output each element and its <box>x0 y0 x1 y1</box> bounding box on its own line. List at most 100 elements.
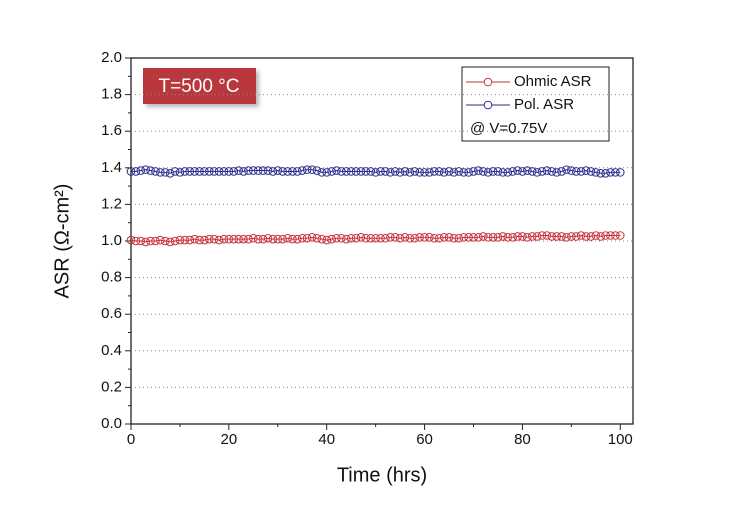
data-point <box>483 168 493 177</box>
data-point <box>586 167 596 176</box>
data-point <box>527 167 537 176</box>
data-point <box>366 233 376 243</box>
data-point <box>537 231 547 240</box>
data-point <box>537 167 547 176</box>
data-point <box>410 167 420 176</box>
data-point <box>175 235 185 245</box>
data-point <box>195 167 204 176</box>
data-point <box>258 234 268 244</box>
data-point <box>219 234 229 244</box>
data-point <box>615 168 625 177</box>
data-point <box>165 168 175 178</box>
data-point <box>439 233 449 242</box>
data-point <box>356 167 366 176</box>
data-point <box>581 232 591 241</box>
data-point <box>469 167 478 176</box>
data-point <box>356 233 366 242</box>
data-point <box>552 168 561 177</box>
data-point <box>493 233 503 242</box>
data-point <box>459 233 469 242</box>
data-point <box>151 236 160 246</box>
data-point <box>444 233 454 242</box>
data-point <box>576 231 586 240</box>
data-point <box>532 232 542 241</box>
data-point <box>327 234 336 244</box>
data-point <box>351 167 361 176</box>
data-point <box>596 232 606 241</box>
data-point <box>366 167 376 176</box>
data-point <box>136 166 146 175</box>
data-point <box>278 234 287 244</box>
data-point <box>234 234 243 244</box>
data-point <box>322 235 332 245</box>
data-point <box>312 166 322 175</box>
data-point <box>376 167 385 176</box>
data-point <box>557 232 566 241</box>
data-point <box>170 236 180 246</box>
data-point <box>454 233 464 243</box>
data-point <box>200 167 209 176</box>
data-point <box>229 167 239 176</box>
legend-note: @ V=0.75V <box>470 120 547 137</box>
data-point <box>229 234 239 244</box>
data-point <box>459 168 469 177</box>
data-point <box>596 168 606 178</box>
data-point <box>332 166 341 175</box>
data-point <box>400 167 410 176</box>
data-point <box>562 165 571 174</box>
data-point <box>151 167 160 176</box>
data-point <box>190 234 199 244</box>
data-point <box>126 235 136 245</box>
data-point <box>190 167 199 176</box>
data-point <box>400 233 410 242</box>
y-tick-label: 1.4 <box>101 159 122 176</box>
data-point <box>219 167 229 176</box>
data-point <box>160 168 170 177</box>
data-point <box>410 233 420 243</box>
data-point <box>346 167 356 176</box>
data-point <box>449 168 459 177</box>
data-point <box>224 167 234 176</box>
data-point <box>180 235 190 245</box>
data-point <box>302 233 312 243</box>
data-point <box>312 233 322 243</box>
data-point <box>586 232 596 241</box>
data-point <box>454 167 464 176</box>
data-point <box>293 234 302 244</box>
data-point <box>562 233 571 242</box>
data-point <box>341 234 351 244</box>
x-tick-label: 60 <box>416 431 433 448</box>
y-tick-label: 2.0 <box>101 49 122 66</box>
data-point <box>180 167 190 176</box>
data-point <box>170 167 180 176</box>
data-point <box>126 167 136 176</box>
data-point <box>527 232 537 241</box>
data-point <box>258 166 268 175</box>
data-point <box>581 166 591 175</box>
data-point <box>386 168 395 177</box>
data-point <box>351 233 361 243</box>
data-point <box>253 234 263 244</box>
data-point <box>278 167 287 176</box>
data-point <box>273 166 283 175</box>
data-point <box>273 234 283 244</box>
data-point <box>214 167 224 176</box>
data-point <box>185 235 195 245</box>
data-point <box>611 168 620 177</box>
data-point <box>498 168 508 177</box>
data-point <box>606 168 615 177</box>
data-point <box>204 167 214 176</box>
data-point <box>297 166 307 175</box>
data-point <box>547 232 557 241</box>
data-point <box>327 167 336 176</box>
data-point <box>518 167 527 176</box>
data-point <box>591 168 601 177</box>
annotation-box <box>143 68 256 104</box>
data-point <box>165 237 175 247</box>
data-point <box>508 233 517 242</box>
annotation: T=500 °C <box>158 76 239 97</box>
data-point <box>209 234 219 244</box>
data-point <box>552 232 561 241</box>
data-point <box>283 167 292 176</box>
